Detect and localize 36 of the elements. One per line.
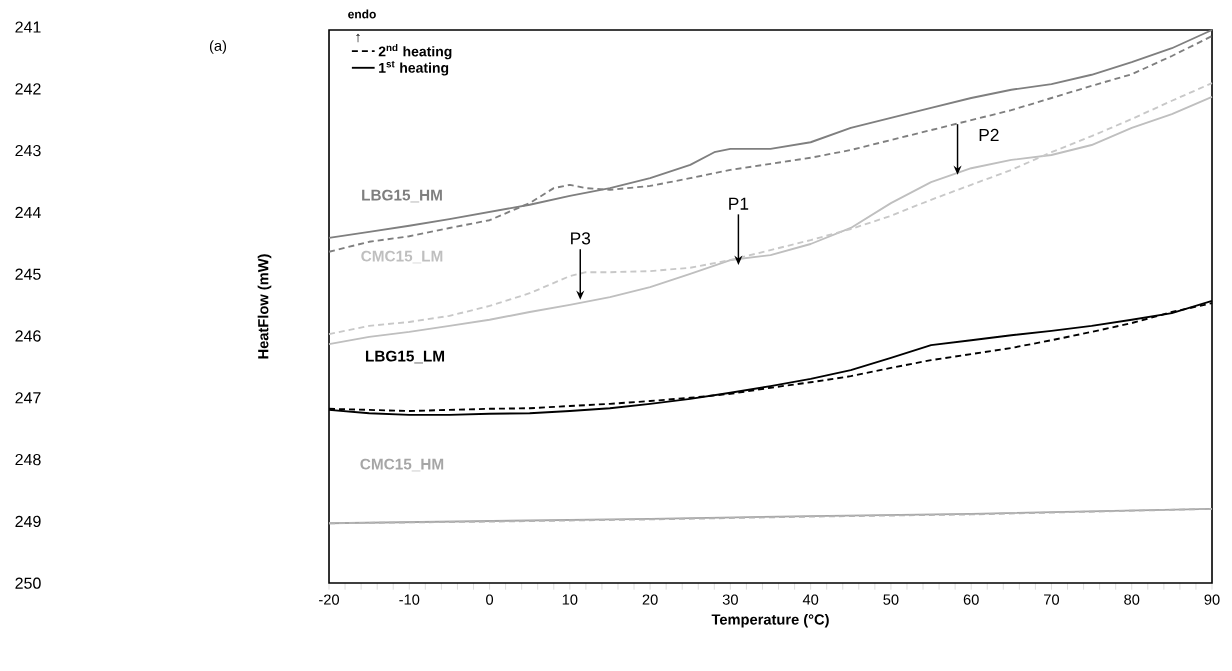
x-axis-title: Temperature (°C) [711,613,829,628]
text: 243 [15,144,41,157]
x-tick-label: 80 [1124,594,1140,605]
text: (a) [209,40,227,54]
x-tick-label: -20 [319,594,340,605]
text: 245 [15,268,41,280]
text: 250 [15,577,41,589]
text: 246 [15,330,41,342]
text: 242 [15,83,41,95]
x-tick-label: 70 [1044,594,1060,605]
text: 241 [15,21,41,33]
legend-label: 2$^{nd}$ heating [378,43,452,60]
x-tick-label: 40 [802,594,819,605]
y-axis-title: HeatFlow (mW) [257,254,272,359]
annotation: LBG15_LM [365,350,445,364]
x-tick-label: 90 [1204,594,1220,605]
text: 244 [15,206,41,218]
x-tick-label: 10 [562,594,578,605]
x-tick-label: 20 [642,594,658,605]
annotation: P3 [571,232,591,245]
annotation: ↑ [356,33,360,43]
x-tick-label: 50 [883,594,899,605]
x-tick-label: 60 [963,594,979,605]
annotation: CMC15_HM [360,458,444,472]
text: endo [348,9,376,19]
text: 249 [15,515,41,528]
annotation: P1 [729,197,749,210]
legend-label: 1$^{st}$ heating [379,60,449,76]
annotation: P2 [979,128,999,141]
text: 247 [15,392,41,404]
x-tick-label: 30 [722,594,738,605]
annotation: CMC15_LM [361,250,443,264]
x-tick-label: 0 [486,594,494,605]
x-tick-label: -10 [399,594,420,605]
annotation: LBG15_HM [362,189,442,203]
text: 248 [15,453,41,466]
